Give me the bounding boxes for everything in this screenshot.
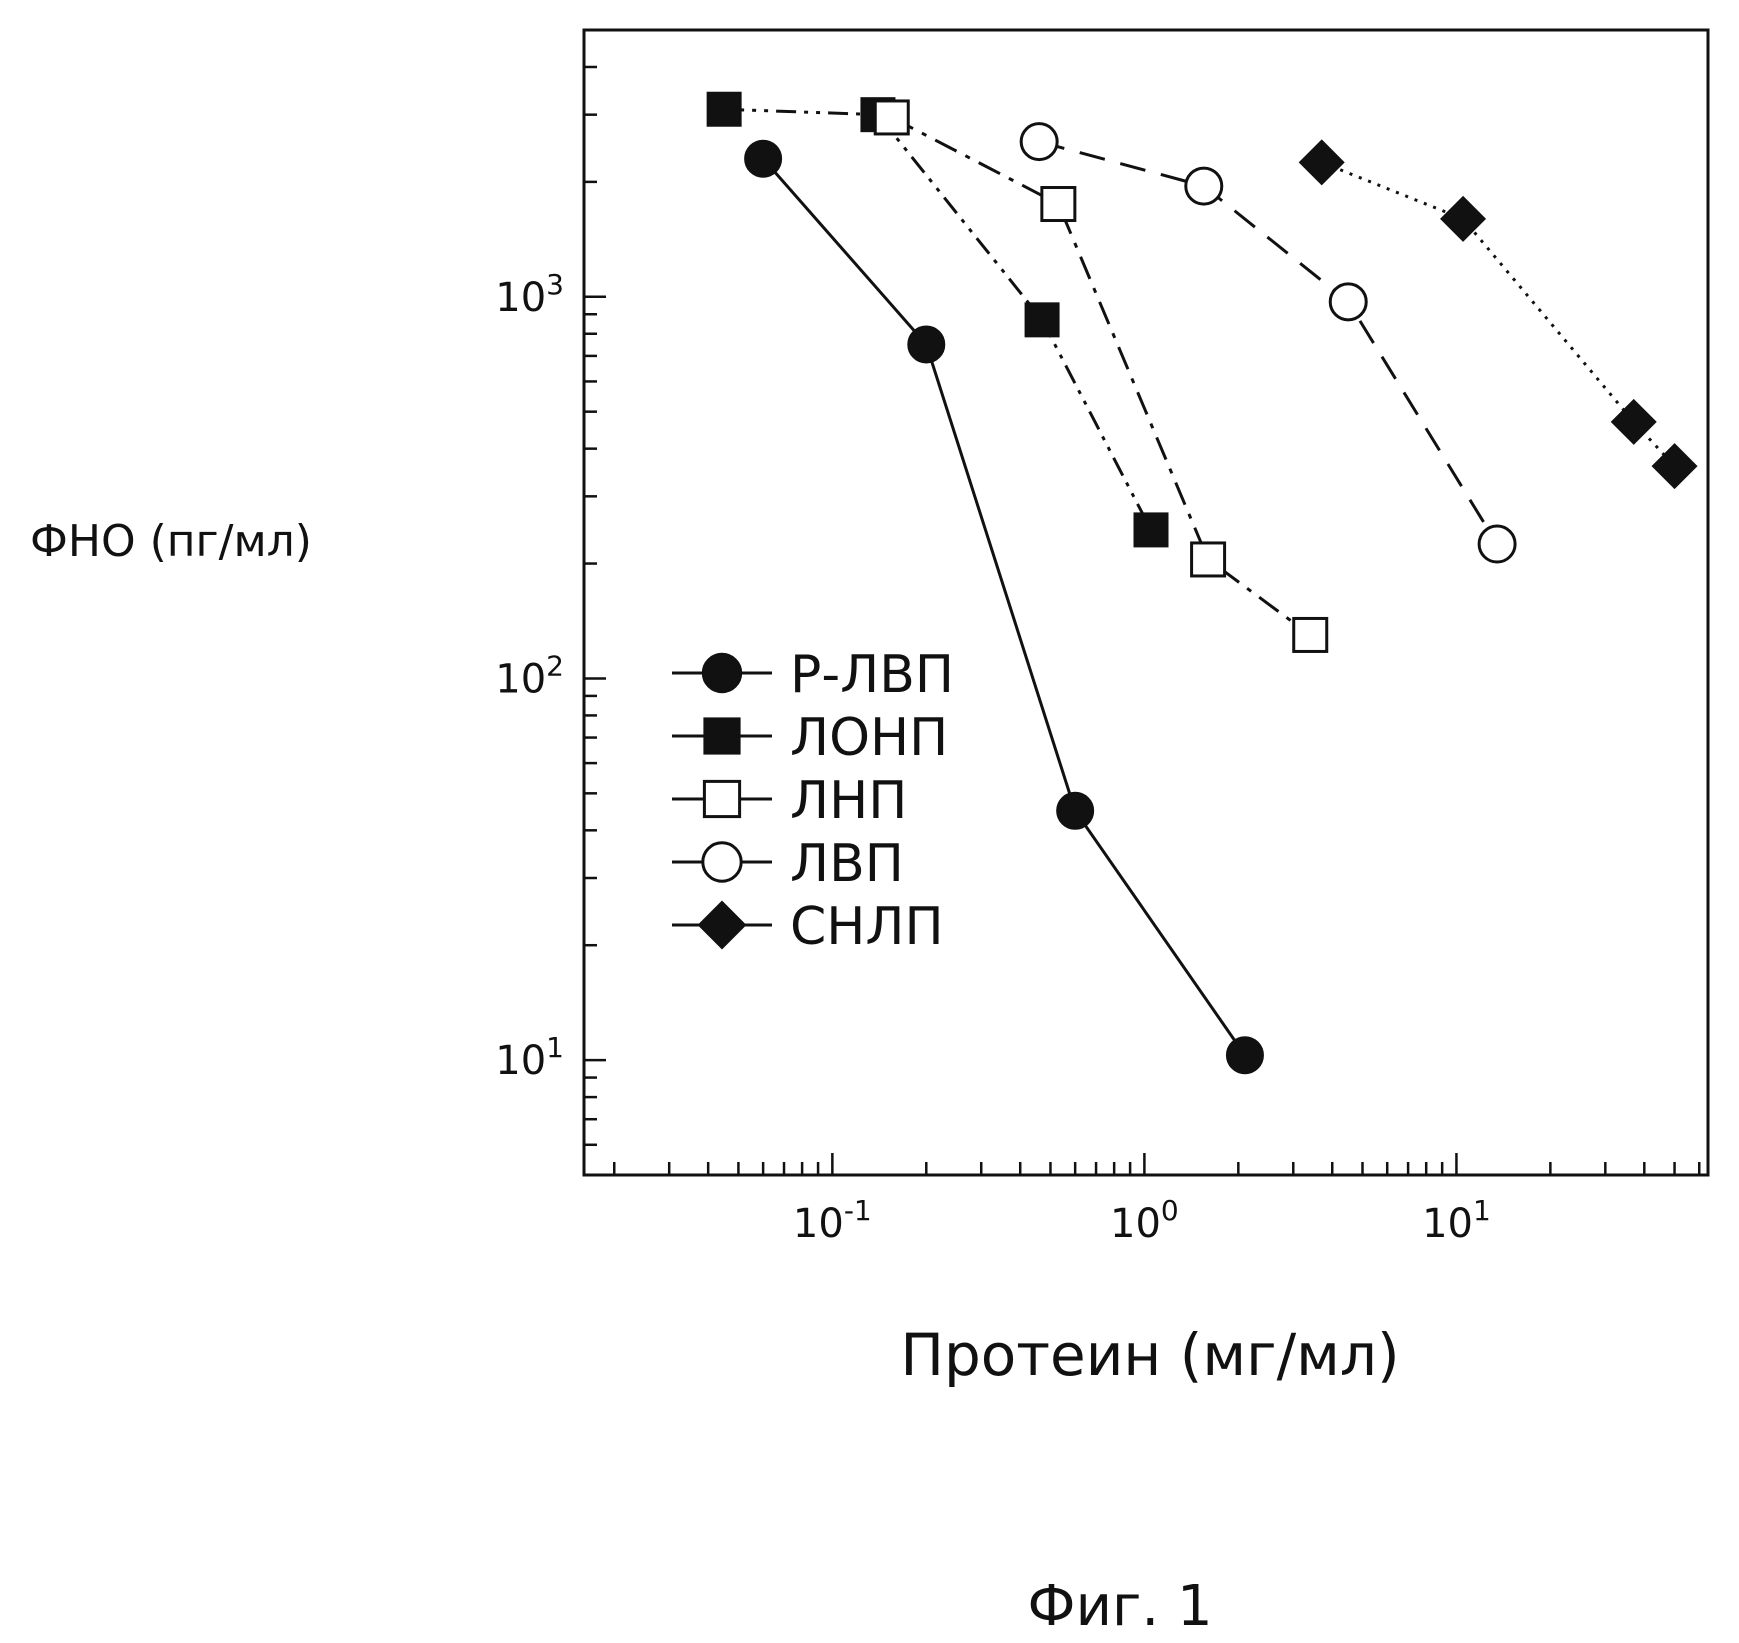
legend-marker [703,843,741,881]
data-point [1300,141,1343,184]
data-point [1135,513,1168,546]
data-point [1192,543,1225,576]
data-point [1057,793,1093,829]
data-point [1330,284,1366,320]
data-point [1186,168,1222,204]
y-tick-label-exponent: 3 [546,268,564,301]
data-point [1479,526,1515,562]
legend-label: ЛНП [790,771,907,831]
data-point [1441,197,1484,240]
legend-marker [703,654,741,692]
data-point [1021,124,1057,160]
y-tick-label-base: 10 [495,275,546,321]
data-point [1026,303,1059,336]
legend-entry: ЛВП [672,834,904,894]
series-line [1039,142,1497,544]
x-tick-label-base: 10 [1110,1201,1161,1247]
data-point [1227,1037,1263,1073]
series-line [724,109,1151,530]
legend-marker [704,781,739,816]
figure-caption: Фиг. 1 [1027,1574,1212,1639]
data-point [1612,400,1655,443]
legend-entry: ЛНП [672,771,907,831]
series-line [892,117,1310,634]
legend-entry: Р-ЛВП [672,645,954,705]
y-axis-label: ФНО (пг/мл) [30,516,312,567]
x-tick-label-base: 10 [793,1201,844,1247]
data-point [708,93,741,126]
y-tick-label: 102 [495,649,564,702]
data-point [908,326,944,362]
axes: 10-1100101101102103 [495,30,1708,1247]
x-tick-label: 100 [1110,1194,1179,1247]
legend: Р-ЛВПЛОНПЛНПЛВПСНЛП [672,645,954,957]
data-point [1042,188,1075,221]
y-tick-label-exponent: 1 [546,1031,564,1064]
data-point [1653,445,1696,488]
y-tick-label: 101 [495,1031,564,1084]
x-tick-label-base: 10 [1422,1201,1473,1247]
data-point [745,141,781,177]
x-tick-label: 101 [1422,1194,1491,1247]
y-tick-label-base: 10 [495,656,546,702]
data-point [1294,618,1327,651]
series-4 [1021,124,1515,562]
legend-label: ЛВП [790,834,904,894]
data-point [875,101,908,134]
x-tick-label-exponent: -1 [844,1194,872,1227]
plot-frame [584,30,1708,1175]
x-tick-label-exponent: 1 [1473,1194,1491,1227]
legend-marker [699,902,745,948]
x-tick-label-exponent: 0 [1161,1194,1179,1227]
y-tick-label-base: 10 [495,1038,546,1084]
legend-label: ЛОНП [790,708,948,768]
legend-entry: СНЛП [672,897,944,957]
legend-label: Р-ЛВП [790,645,954,705]
series-3 [875,101,1326,651]
y-tick-label: 103 [495,268,564,321]
x-axis-label: Протеин (мг/мл) [900,1321,1399,1389]
legend-marker [704,718,739,753]
x-tick-label: 10-1 [793,1194,872,1247]
legend-entry: ЛОНП [672,708,948,768]
legend-label: СНЛП [790,897,944,957]
y-tick-label-exponent: 2 [546,649,564,682]
